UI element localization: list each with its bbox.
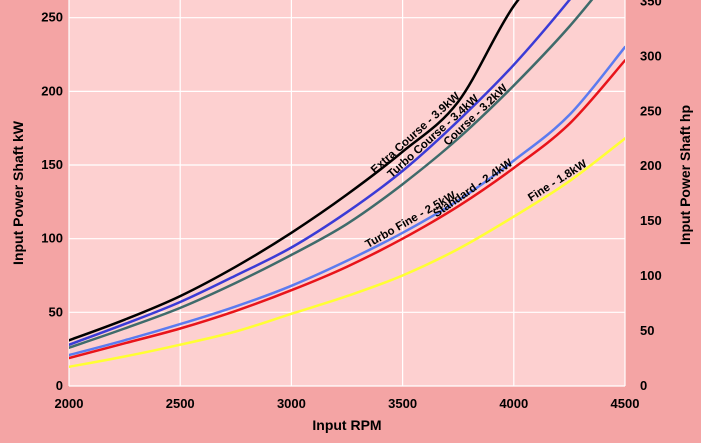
y-tick-label: 150 [41, 157, 63, 172]
series-line [69, 45, 625, 357]
y-tick-label: 250 [41, 10, 63, 25]
tick-labels: 2000 2500 3000 3500 4000 45000501001502002500… [41, 0, 661, 411]
x-tick-label: 4500 [611, 396, 640, 411]
x-tick-label: 3500 [388, 396, 417, 411]
series-line [69, 0, 594, 349]
y-tick-label: 50 [49, 304, 63, 319]
series-line [69, 59, 625, 360]
x-tick-label: 2500 [166, 396, 195, 411]
series-line [69, 0, 520, 342]
grid-lines [68, 0, 626, 387]
curves [69, 0, 625, 369]
y-tick-label: 200 [41, 83, 63, 98]
series-line [69, 0, 572, 346]
y2-tick-label: 300 [640, 48, 662, 63]
y-tick-label: 0 [56, 378, 63, 393]
y-tick-label: 100 [41, 231, 63, 246]
y2-tick-label: 350 [640, 0, 662, 8]
x-tick-label: 4000 [499, 396, 528, 411]
x-tick-label: 3000 [277, 396, 306, 411]
series-line [69, 137, 625, 369]
y2-axis-title: Input Power Shaft hp [677, 105, 693, 245]
y2-tick-label: 50 [640, 323, 654, 338]
y2-tick-label: 100 [640, 268, 662, 283]
y2-tick-label: 150 [640, 213, 662, 228]
x-tick-label: 2000 [55, 396, 84, 411]
y2-tick-label: 250 [640, 103, 662, 118]
y2-tick-label: 0 [640, 378, 647, 393]
x-axis-title: Input RPM [312, 417, 381, 433]
y-axis-title: Input Power Shaft kW [10, 120, 26, 265]
y2-tick-label: 200 [640, 158, 662, 173]
